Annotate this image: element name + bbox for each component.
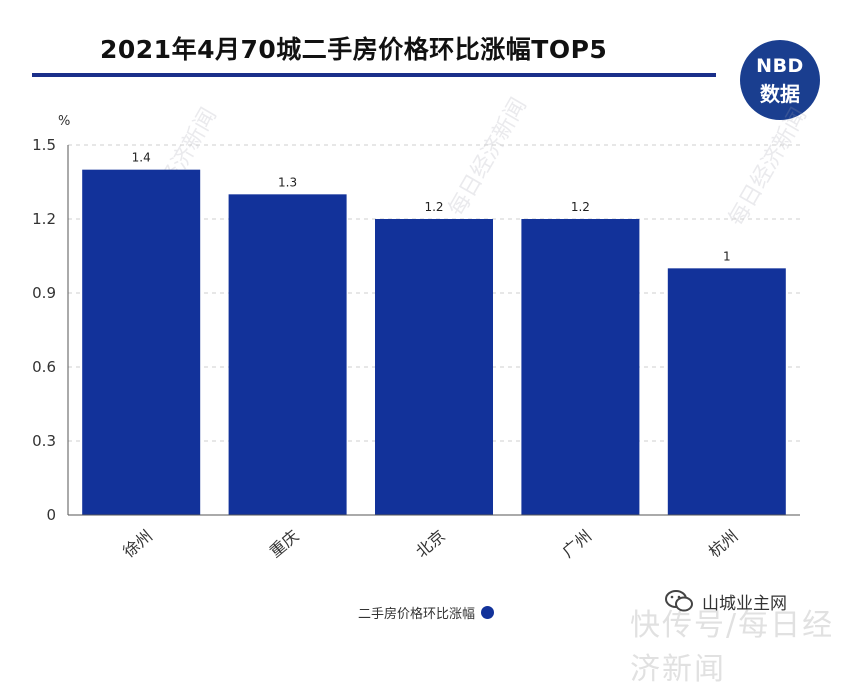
logo-line-2: 数据	[760, 82, 800, 106]
x-tick-label: 重庆	[266, 526, 303, 561]
y-tick-label: 0.6	[32, 358, 56, 376]
data-label: 1.2	[424, 200, 443, 214]
x-tick-label: 徐州	[119, 526, 156, 561]
bar	[521, 219, 640, 515]
x-tick-label: 杭州	[705, 526, 742, 561]
bar	[82, 169, 201, 515]
legend: 二手房价格环比涨幅	[358, 603, 495, 622]
logo-line-1: NBD	[756, 55, 804, 77]
data-label: 1.4	[132, 151, 151, 165]
bar	[667, 268, 786, 515]
chart-title: 2021年4月70城二手房价格环比涨幅TOP5	[100, 35, 608, 64]
data-label: 1.3	[278, 175, 297, 189]
y-tick-label: 0	[46, 506, 56, 524]
title-underline	[32, 73, 716, 77]
nbd-logo: NBD 数据	[740, 40, 820, 120]
y-axis-label: %	[58, 114, 70, 129]
bar-chart: 1.4 1.3 1.2 1.2 1 0 0.3 0.6 0.9 1.2 1.5% 徐州 重庆 北京 广州…	[32, 114, 800, 561]
data-label: 1.2	[571, 200, 590, 214]
legend-label: 二手房价格环比涨幅	[358, 606, 476, 622]
bar	[228, 194, 347, 516]
x-tick-label: 北京	[412, 526, 449, 561]
wechat-badge: 山城业主网	[664, 584, 787, 618]
wechat-icon	[664, 588, 694, 614]
x-tick-label: 广州	[558, 526, 595, 561]
data-label: 1	[723, 249, 731, 263]
y-tick-label: 0.3	[32, 432, 56, 450]
y-tick-label: 1.5	[32, 136, 56, 154]
wechat-label: 山城业主网	[702, 593, 787, 614]
y-tick-label: 1.2	[32, 210, 56, 228]
bar	[375, 219, 493, 515]
legend-swatch	[481, 605, 495, 619]
y-tick-label: 0.9	[32, 284, 56, 302]
